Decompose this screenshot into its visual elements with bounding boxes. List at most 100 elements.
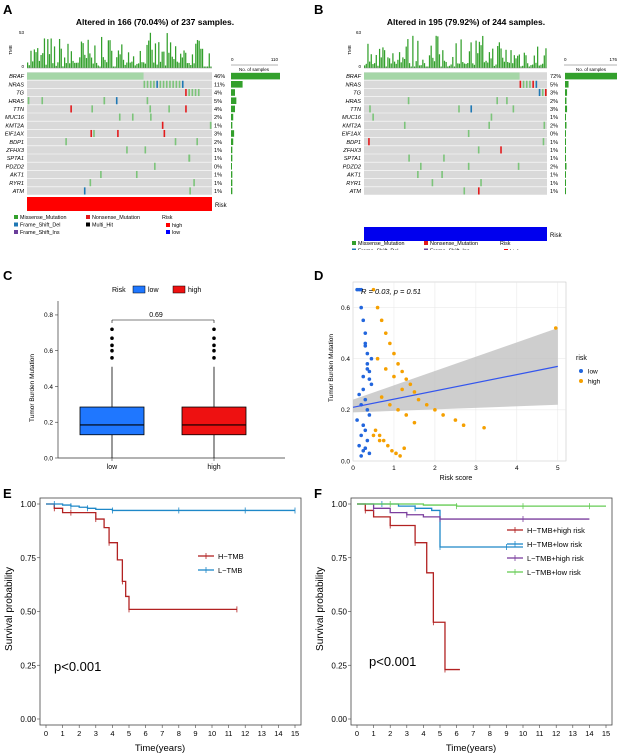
tmb-bar: [545, 48, 547, 68]
scatter-point-low: [357, 392, 361, 397]
y-tick-label: 0.00: [331, 715, 347, 724]
scatter-point-high: [400, 387, 404, 392]
tmb-bar: [500, 48, 502, 68]
tmb-bar: [400, 62, 402, 68]
x-tick-label: 10: [519, 729, 527, 738]
tmb-bar: [28, 65, 30, 68]
tmb-bar: [87, 39, 89, 68]
x-tick-label: 2: [433, 465, 437, 472]
scatter-point-low: [365, 408, 370, 412]
sample-count-bar-spta1: [565, 154, 566, 162]
tmb-bar: [196, 39, 199, 68]
tmb-bar: [483, 62, 486, 68]
tmb-bar: [368, 61, 371, 68]
legend-label: Missense_Mutation: [358, 241, 404, 247]
scatter-point-high: [383, 367, 388, 371]
legend-c: Risk low high: [112, 285, 201, 294]
scatter-point-low: [369, 382, 374, 387]
tmb-bar: [488, 52, 491, 68]
legend-risk-title: Risk: [162, 215, 173, 221]
tmb-bar: [148, 40, 150, 68]
scatter-point-high: [402, 446, 406, 451]
p-value-c: 0.69: [149, 312, 163, 319]
mutation-cell: [161, 121, 164, 129]
tmb-bar: [487, 62, 489, 68]
mutation-cell: [146, 97, 149, 105]
gene-pct-nras: 11%: [214, 82, 225, 88]
tmb-bar: [512, 63, 514, 68]
tmb-bar: [453, 66, 456, 68]
tmb-bar: [201, 48, 204, 68]
tmb-bar: [97, 65, 99, 68]
tmb-bar: [437, 36, 439, 68]
sample-count-bars-b: [565, 72, 617, 195]
y-tick-label: 0.75: [20, 554, 36, 563]
legend-label: L−TMB+low risk: [527, 568, 581, 577]
gene-pct-ttn: 3%: [550, 107, 558, 113]
x-tick-label: 14: [585, 729, 593, 738]
scatter-point-low: [359, 454, 363, 458]
scatter-point-high: [394, 451, 398, 456]
y-tick-label: 0.50: [331, 608, 347, 617]
tmb-bar: [395, 63, 397, 68]
scatter-point-low: [365, 438, 370, 443]
gene-label-ttn: TTN: [13, 107, 25, 113]
gene-label-atm: ATM: [12, 189, 25, 195]
sample-count-bar-tg: [565, 89, 568, 96]
tmb-bar: [447, 66, 449, 68]
tmb-bar: [378, 48, 381, 68]
legend-label: low: [588, 369, 598, 376]
scatter-point-low: [361, 318, 366, 323]
tmb-bar: [490, 58, 492, 68]
mutation-cell: [185, 88, 187, 97]
box-low: [79, 406, 145, 436]
legend-swatch: [132, 285, 146, 294]
gene-pct-zfhx3: 1%: [550, 148, 558, 154]
legend-label: Nonsense_Mutation: [92, 215, 140, 221]
scatter-area-d: 0 1 2 3 4 5 0.0 0.2 0.4 0.6: [341, 281, 567, 472]
tmb-bar: [99, 66, 101, 68]
tmb-bar: [515, 58, 517, 68]
x-tick-label: 4: [421, 729, 425, 738]
scatter-point-low: [359, 305, 363, 310]
tmb-bar: [70, 51, 72, 68]
gene-pct-eif1ax: 0%: [550, 132, 558, 138]
tmb-bar: [121, 44, 123, 68]
legend-label: H−TMB: [218, 552, 244, 561]
tmb-bar: [510, 50, 512, 68]
y-tick-label: 0.50: [20, 608, 36, 617]
gene-label-zfhx3: ZFHX3: [5, 148, 25, 154]
mutation-cell: [191, 88, 194, 97]
legend-label: Frame_Shift_Ins: [20, 230, 60, 236]
tmb-bar: [520, 66, 522, 68]
mutation-cell: [408, 154, 410, 162]
outlier-point: [110, 348, 114, 353]
x-tick-label: 0: [44, 729, 48, 738]
tmb-bars-b: [364, 35, 547, 68]
tmb-bar: [452, 56, 454, 68]
tmb-bar: [75, 62, 78, 68]
scatter-point-high: [416, 397, 421, 402]
tmb-bar: [168, 52, 170, 68]
tmb-bar: [69, 63, 71, 68]
scatter-point-low: [361, 374, 366, 379]
oncoplot-b-title: Altered in 195 (79.92%) of 244 samples.: [387, 17, 545, 27]
outlier-point: [110, 327, 114, 332]
tmb-bar: [146, 44, 148, 68]
y-tick-label: 0.6: [341, 305, 350, 312]
tmb-bar: [104, 59, 106, 68]
tmb-bar: [198, 40, 200, 68]
tmb-bar: [109, 40, 111, 68]
scatter-point-high: [390, 448, 394, 453]
x-tick-label: 5: [556, 465, 560, 472]
tmb-bar: [473, 64, 476, 68]
outlier-point: [110, 336, 114, 340]
tmb-bar: [169, 42, 172, 68]
mutation-cell: [443, 154, 445, 162]
tmb-bar: [377, 65, 379, 68]
scatter-point-low: [367, 413, 372, 417]
x-tick-label: 8: [488, 729, 492, 738]
tmb-bar: [27, 62, 29, 68]
legend-risk-label: low: [172, 230, 180, 236]
tmb-bar: [393, 61, 396, 68]
